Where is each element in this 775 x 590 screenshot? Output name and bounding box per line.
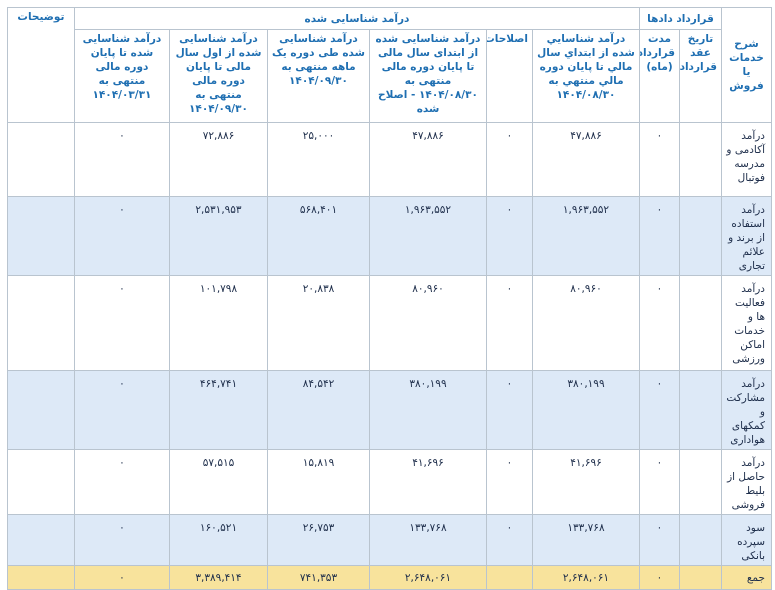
table-row: درآمد استفاده از برند و علائم تجاری ۰ ۱,۹۶… <box>6 196 772 276</box>
cell <box>486 565 533 590</box>
row-label: درآمد مشارکت و کمکهای هواداری <box>721 370 772 450</box>
group-header: قرارداد دادها <box>639 7 722 30</box>
column-header: درآمد شناسایی شده از ابتدای سال مالی تا … <box>369 29 487 123</box>
cell: ۷۲,۸۸۶ <box>169 122 268 197</box>
column-header: تاریخ عقد قرارداد <box>679 29 722 123</box>
cell: ۲,۵۳۱,۹۵۳ <box>169 196 268 276</box>
cell: ۲,۶۴۸,۰۶۱ <box>532 565 640 590</box>
cell: ۰ <box>486 514 533 566</box>
table-row: سود سپرده بانکی ۰ ۱۳۳,۷۶۸ ۰ ۱۳۳,۷۶۸ ۲۶,۷۵۳ ۱۶۰… <box>6 514 772 566</box>
cell: ۰ <box>73 196 171 276</box>
cell <box>6 370 75 450</box>
table-row: درآمد حاصل از بلیط فروشی ۰ ۴۱,۶۹۶ ۰ ۴۱,۶۹۶ ۱۵… <box>6 449 772 515</box>
column-header: درآمد شناسایي شده از ابتداي سال مالي تا … <box>532 29 640 123</box>
cell <box>679 275 722 371</box>
cell: ۰ <box>73 122 171 197</box>
cell: ۳,۳۸۹,۴۱۴ <box>169 565 268 590</box>
column-header: درآمد شناسایی شده تا پایان دوره مالی منت… <box>73 29 171 123</box>
cell <box>6 196 75 276</box>
cell: ۱,۹۶۳,۵۵۲ <box>532 196 640 276</box>
column-header: مدت قرارداد (ماه) <box>639 29 680 123</box>
cell: ۸۰,۹۶۰ <box>369 275 487 371</box>
cell: ۳۸۰,۱۹۹ <box>532 370 640 450</box>
header-row: تاریخ عقد قرارداد مدت قرارداد (ماه) درآمد … <box>7 29 771 123</box>
table-row: درآمد مشارکت و کمکهای هواداری ۰ ۳۸۰,۱۹۹ ۰ ۳۸… <box>6 370 772 450</box>
row-label: درآمد آکادمی و مدرسه فوتبال <box>721 122 772 197</box>
cell: ۳۸۰,۱۹۹ <box>369 370 487 450</box>
cell: ۰ <box>639 449 680 515</box>
revenue-table: شرح خدمات یا فروش قرارداد دادها درآمد شن… <box>6 7 772 590</box>
cell <box>679 449 722 515</box>
cell <box>6 449 75 515</box>
cell: ۰ <box>639 370 680 450</box>
cell: ۱۳۳,۷۶۸ <box>369 514 487 566</box>
cell <box>679 565 722 590</box>
column-header: اصلاحات <box>486 29 533 123</box>
row-label: درآمد فعالیت ها و خدمات اماکن ورزشی <box>721 275 772 371</box>
cell: ۱۳۳,۷۶۸ <box>532 514 640 566</box>
cell: ۲۵,۰۰۰ <box>267 122 370 197</box>
cell: ۸۰,۹۶۰ <box>532 275 640 371</box>
cell: ۰ <box>73 449 171 515</box>
cell: ۰ <box>486 122 533 197</box>
cell: ۴۷,۸۸۶ <box>532 122 640 197</box>
cell: ۰ <box>73 370 171 450</box>
cell <box>6 514 75 566</box>
cell <box>679 122 722 197</box>
cell: ۰ <box>73 565 171 590</box>
row-label: سود سپرده بانکی <box>721 514 772 566</box>
cell: ۴۶۴,۷۴۱ <box>169 370 268 450</box>
cell: ۰ <box>639 275 680 371</box>
cell: ۲۰,۸۳۸ <box>267 275 370 371</box>
cell: ۰ <box>639 565 680 590</box>
cell: ۵۷,۵۱۵ <box>169 449 268 515</box>
cell: ۰ <box>486 196 533 276</box>
table-row: درآمد آکادمی و مدرسه فوتبال ۰ ۴۷,۸۸۶ ۰ ۴۷,۸۸… <box>6 122 772 197</box>
cell: ۰ <box>639 122 680 197</box>
cell: ۰ <box>486 449 533 515</box>
cell: ۰ <box>639 196 680 276</box>
cell <box>6 122 75 197</box>
cell: ۱۵,۸۱۹ <box>267 449 370 515</box>
cell: ۰ <box>639 514 680 566</box>
cell: ۲۶,۷۵۳ <box>267 514 370 566</box>
cell: ۴۱,۶۹۶ <box>369 449 487 515</box>
total-row: جمع ۰ ۲,۶۴۸,۰۶۱ ۲,۶۴۸,۰۶۱ ۷۴۱,۳۵۳ ۳,۳۸۹,۴۱۴ ۰ <box>6 565 772 590</box>
cell: ۱۰۱,۷۹۸ <box>169 275 268 371</box>
page: شرح خدمات یا فروش قرارداد دادها درآمد شن… <box>6 7 772 590</box>
cell <box>6 275 75 371</box>
cell <box>679 370 722 450</box>
notes-header: توضیحات <box>6 7 75 123</box>
cell: ۴۷,۸۸۶ <box>369 122 487 197</box>
row-label: درآمد حاصل از بلیط فروشی <box>721 449 772 515</box>
cell <box>6 565 75 590</box>
cell <box>679 196 722 276</box>
header-row: شرح خدمات یا فروش قرارداد دادها درآمد شن… <box>6 7 772 123</box>
cell: ۴۱,۶۹۶ <box>532 449 640 515</box>
column-header: درآمد شناسایی شده از اول سال مالی تا پای… <box>169 29 268 123</box>
table-row: درآمد فعالیت ها و خدمات اماکن ورزشی ۰ ۸۰,۹… <box>6 275 772 371</box>
cell: ۰ <box>486 370 533 450</box>
group-header: درآمد شناسایی شده <box>73 7 641 30</box>
row-label: جمع <box>721 565 772 590</box>
column-header: درآمد شناسایی شده طی دوره یک ماهه منتهی … <box>267 29 370 123</box>
cell: ۵۶۸,۴۰۱ <box>267 196 370 276</box>
cell: ۲,۶۴۸,۰۶۱ <box>369 565 487 590</box>
cell: ۸۴,۵۴۲ <box>267 370 370 450</box>
cell: ۱,۹۶۳,۵۵۲ <box>369 196 487 276</box>
row-label: درآمد استفاده از برند و علائم تجاری <box>721 196 772 276</box>
cell <box>679 514 722 566</box>
cell: ۰ <box>73 514 171 566</box>
cell: ۰ <box>73 275 171 371</box>
table-body: درآمد آکادمی و مدرسه فوتبال ۰ ۴۷,۸۸۶ ۰ ۴۷,۸۸… <box>6 122 772 590</box>
cell: ۰ <box>486 275 533 371</box>
cell: ۷۴۱,۳۵۳ <box>267 565 370 590</box>
label-header: شرح خدمات یا فروش <box>721 7 772 123</box>
table-header: شرح خدمات یا فروش قرارداد دادها درآمد شن… <box>6 7 772 123</box>
cell: ۱۶۰,۵۲۱ <box>169 514 268 566</box>
